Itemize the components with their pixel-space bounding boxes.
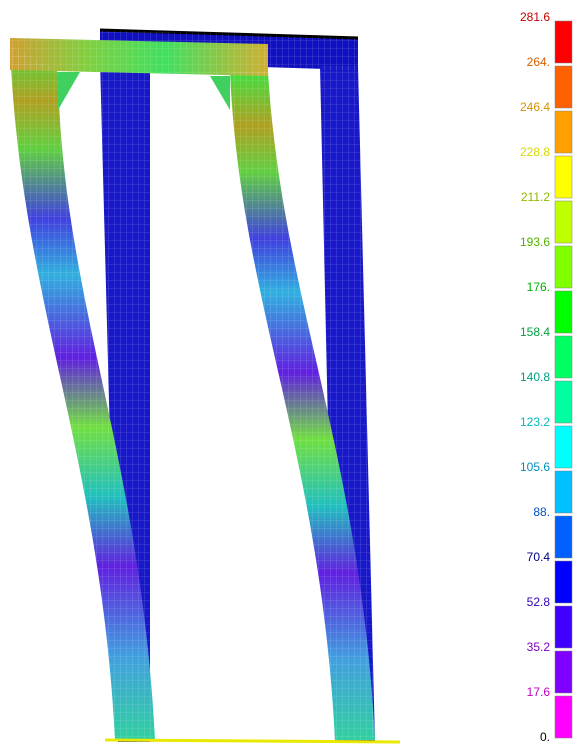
legend-label: 123.2 [520, 415, 550, 429]
legend-label: 193.6 [520, 235, 550, 249]
legend-swatch [554, 20, 573, 64]
legend-label: 140.8 [520, 370, 550, 384]
legend-label: 17.6 [527, 685, 551, 699]
legend-swatch [554, 110, 573, 154]
legend-label: 228.8 [520, 145, 550, 159]
legend-label: 281.6 [520, 10, 550, 24]
legend-label: 70.4 [527, 550, 551, 564]
legend-label: 246.4 [520, 100, 550, 114]
legend-swatch [554, 245, 573, 289]
legend-label: 211.2 [521, 190, 550, 204]
legend: 281.6 264. 246.4 228.8 211.2 193.6 176. 158.4 14… [520, 10, 573, 744]
legend-swatch [554, 380, 573, 424]
legend-swatch [554, 605, 573, 649]
legend-swatch [554, 335, 573, 379]
legend-label: 35.2 [527, 640, 551, 654]
legend-swatch [554, 155, 573, 199]
legend-label: 176. [527, 280, 550, 294]
legend-label: 88. [533, 505, 550, 519]
legend-swatch [554, 200, 573, 244]
legend-label: 52.8 [527, 595, 551, 609]
legend-swatch [554, 65, 573, 109]
ground [104, 738, 401, 744]
legend-swatch [554, 560, 573, 604]
deformed-frame [10, 38, 375, 740]
legend-swatch [554, 695, 573, 739]
legend-swatch [554, 650, 573, 694]
legend-swatch [554, 425, 573, 469]
legend-swatch [554, 290, 573, 334]
legend-label: 158.4 [520, 325, 550, 339]
legend-swatch [554, 470, 573, 514]
legend-label: 105.6 [520, 460, 550, 474]
legend-label: 264. [527, 55, 550, 69]
legend-swatch [554, 515, 573, 559]
legend-label: 0. [540, 730, 550, 744]
